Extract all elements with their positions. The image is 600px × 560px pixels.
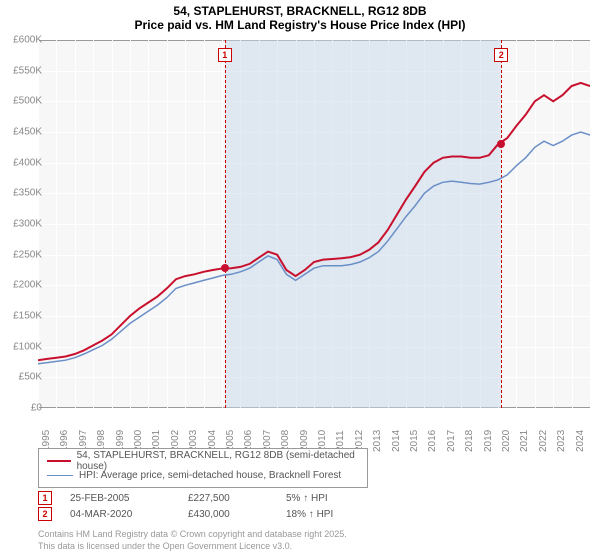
marker-box: 1 <box>218 48 232 62</box>
x-axis-label: 2023 <box>556 430 567 452</box>
x-axis-labels: 1995199619971998199920002001200220032004… <box>38 410 590 446</box>
x-axis-label: 2017 <box>446 430 457 452</box>
y-axis-label: £350K <box>6 188 42 199</box>
x-axis-label: 2016 <box>427 430 438 452</box>
y-axis-label: £550K <box>6 65 42 76</box>
series-line-address <box>38 83 590 360</box>
sale-price: £430,000 <box>188 509 268 520</box>
x-axis-label: 2013 <box>372 430 383 452</box>
footer-line: This data is licensed under the Open Gov… <box>38 540 347 552</box>
chart-container: 54, STAPLEHURST, BRACKNELL, RG12 8DB Pri… <box>0 0 600 560</box>
sale-marker-icon: 2 <box>38 507 52 521</box>
sale-row: 1 25-FEB-2005 £227,500 5% ↑ HPI <box>38 490 366 506</box>
y-axis-label: £100K <box>6 341 42 352</box>
footer-line: Contains HM Land Registry data © Crown c… <box>38 528 347 540</box>
x-axis-label: 2020 <box>501 430 512 452</box>
y-axis-label: £150K <box>6 311 42 322</box>
y-axis-label: £50K <box>6 372 42 383</box>
sale-annotations: 1 25-FEB-2005 £227,500 5% ↑ HPI 2 04-MAR… <box>38 490 366 522</box>
x-axis-label: 2021 <box>519 430 530 452</box>
x-axis-label: 2019 <box>483 430 494 452</box>
legend-swatch <box>47 460 71 462</box>
sale-row: 2 04-MAR-2020 £430,000 18% ↑ HPI <box>38 506 366 522</box>
sale-diff: 5% ↑ HPI <box>286 493 366 504</box>
x-axis-label: 2024 <box>575 430 586 452</box>
footer-attribution: Contains HM Land Registry data © Crown c… <box>38 528 347 552</box>
y-axis-label: £250K <box>6 249 42 260</box>
legend-swatch <box>47 475 73 477</box>
sale-marker-icon: 1 <box>38 491 52 505</box>
marker-box: 2 <box>494 48 508 62</box>
sale-date: 25-FEB-2005 <box>70 493 170 504</box>
chart-title: 54, STAPLEHURST, BRACKNELL, RG12 8DB <box>0 4 600 18</box>
chart-subtitle: Price paid vs. HM Land Registry's House … <box>0 18 600 32</box>
y-axis-label: £300K <box>6 219 42 230</box>
y-axis-label: £450K <box>6 127 42 138</box>
x-axis-label: 2018 <box>464 430 475 452</box>
sale-price: £227,500 <box>188 493 268 504</box>
chart-legend: 54, STAPLEHURST, BRACKNELL, RG12 8DB (se… <box>38 448 368 488</box>
legend-row: HPI: Average price, semi-detached house,… <box>47 468 359 483</box>
chart-lines <box>38 40 590 408</box>
legend-label: HPI: Average price, semi-detached house,… <box>79 470 341 481</box>
x-axis-label: 2015 <box>409 430 420 452</box>
title-block: 54, STAPLEHURST, BRACKNELL, RG12 8DB Pri… <box>0 0 600 34</box>
y-axis-label: £500K <box>6 96 42 107</box>
series-line-hpi <box>38 132 590 364</box>
chart-area: 12 <box>38 40 590 408</box>
y-axis-label: £400K <box>6 157 42 168</box>
x-axis-label: 2014 <box>391 430 402 452</box>
legend-row: 54, STAPLEHURST, BRACKNELL, RG12 8DB (se… <box>47 453 359 468</box>
y-axis-label: £600K <box>6 35 42 46</box>
sale-date: 04-MAR-2020 <box>70 509 170 520</box>
x-axis-label: 2022 <box>538 430 549 452</box>
sale-point-icon <box>221 264 229 272</box>
legend-label: 54, STAPLEHURST, BRACKNELL, RG12 8DB (se… <box>77 450 359 472</box>
sale-diff: 18% ↑ HPI <box>286 509 366 520</box>
y-axis-label: £0 <box>6 403 42 414</box>
y-axis-label: £200K <box>6 280 42 291</box>
sale-point-icon <box>497 140 505 148</box>
